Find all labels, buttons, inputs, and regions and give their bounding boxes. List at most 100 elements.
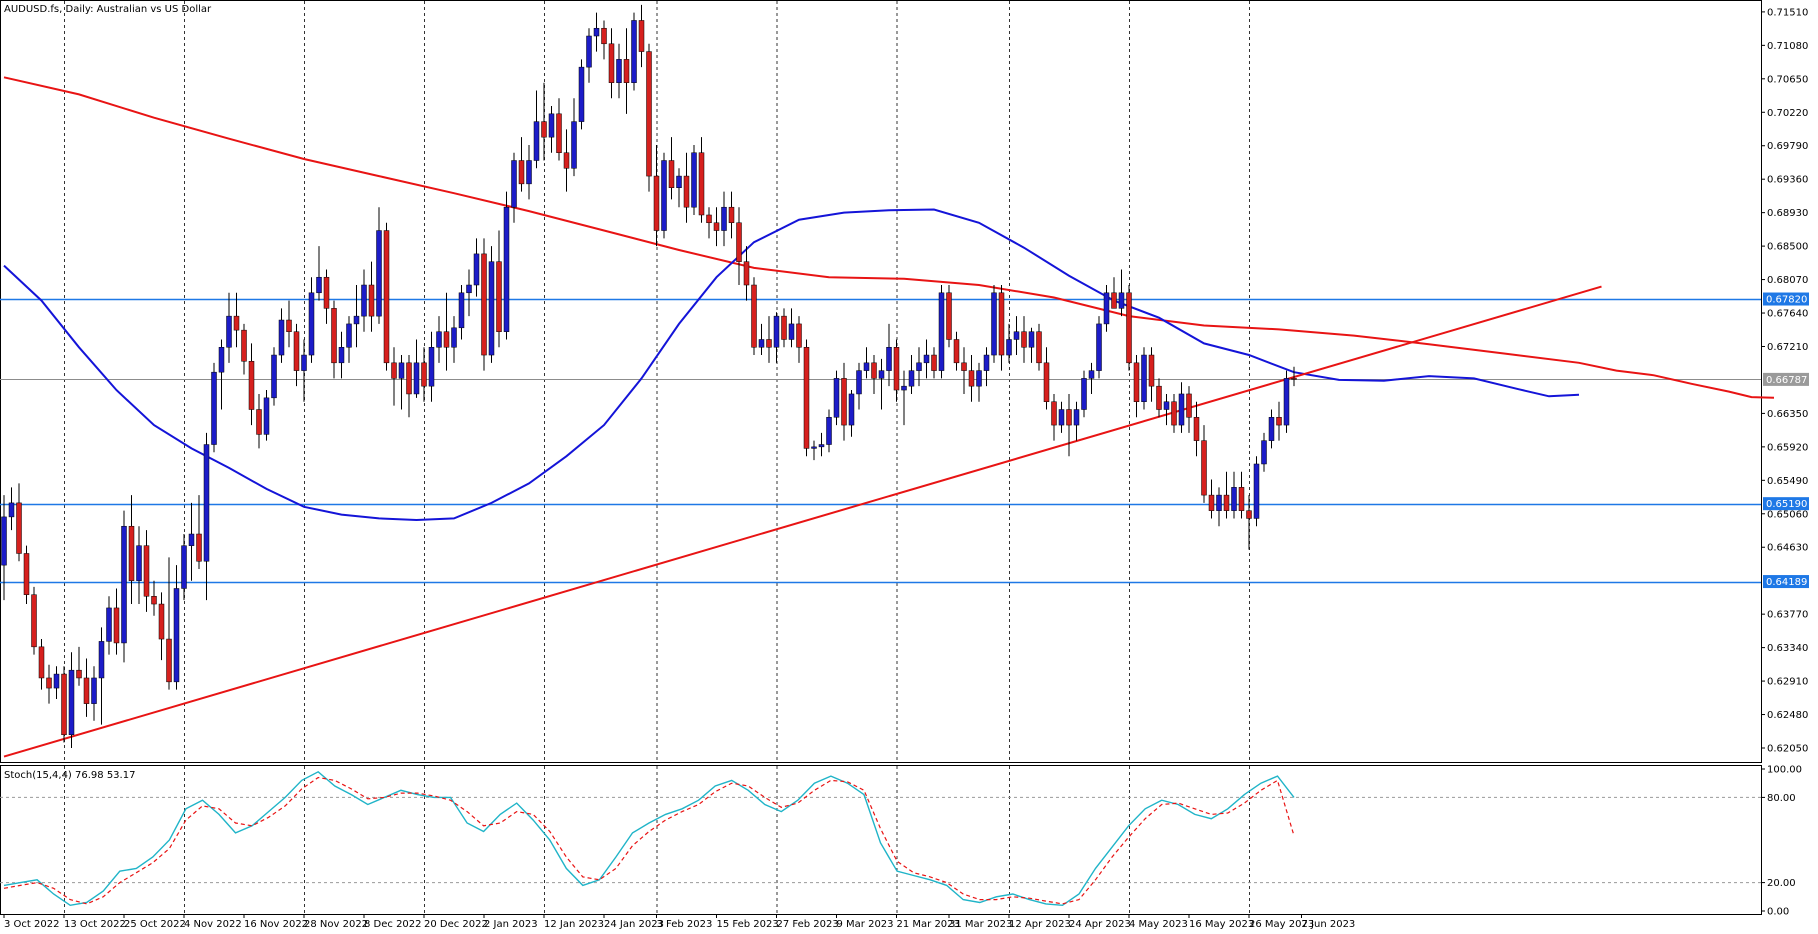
date-tick-label: 4 Nov 2022 <box>184 919 242 930</box>
candle-body <box>428 347 435 387</box>
candle <box>263 390 270 441</box>
candle <box>1058 401 1065 433</box>
candle-body <box>1261 440 1267 465</box>
candle-body <box>1141 354 1147 402</box>
candle <box>1088 362 1095 394</box>
candle <box>728 191 735 239</box>
trendline <box>3 285 1602 758</box>
candle-body <box>233 315 240 331</box>
candle <box>248 343 255 426</box>
candle-body <box>1133 362 1140 402</box>
candle <box>1268 409 1275 449</box>
candle-body <box>151 596 157 605</box>
candle <box>1118 269 1125 317</box>
candle <box>998 285 1005 371</box>
candle <box>196 495 202 570</box>
current-price-label-bg <box>1763 372 1809 386</box>
candle-body <box>1148 354 1155 387</box>
candle-body <box>83 677 90 704</box>
level-label: 0.67820 <box>1766 295 1807 306</box>
candle-body <box>76 669 82 679</box>
candle <box>923 339 930 379</box>
candle <box>533 90 540 169</box>
date-tick-label: 2 Jan 2023 <box>484 919 538 930</box>
candle-body <box>316 276 322 294</box>
candle-body <box>1186 393 1192 418</box>
candle-body <box>938 292 945 371</box>
candle-body <box>353 315 360 325</box>
candle-body <box>331 308 337 364</box>
candle <box>661 152 667 239</box>
candle <box>1178 382 1185 433</box>
price-tick-label: 0.67210 <box>1767 342 1808 353</box>
stoch-plot-frame <box>0 765 1762 915</box>
candle <box>773 312 780 363</box>
candle-body <box>563 152 570 169</box>
candle-body <box>263 397 270 435</box>
candle <box>526 144 532 200</box>
candle-body <box>1103 292 1110 325</box>
candle <box>376 207 382 324</box>
candle <box>98 627 105 725</box>
candle-body <box>1051 401 1057 426</box>
candle-body <box>256 409 262 435</box>
candle <box>91 666 97 721</box>
candle-body <box>128 525 135 581</box>
moving-averages <box>3 76 1775 522</box>
candle-body <box>406 362 412 395</box>
candle-body <box>1028 331 1035 348</box>
candle-body <box>323 276 330 309</box>
candle <box>256 393 262 449</box>
candle <box>76 646 82 686</box>
candle <box>616 43 622 99</box>
candle <box>38 639 45 690</box>
candle-body <box>646 51 652 177</box>
candle-body <box>1111 292 1117 309</box>
candle <box>1066 393 1072 457</box>
candle <box>406 355 412 418</box>
main-plot-frame <box>0 0 1762 763</box>
candle <box>938 285 945 379</box>
candle <box>1283 370 1290 433</box>
candle-body <box>106 607 112 642</box>
date-tick-label: 20 Dec 2022 <box>424 919 488 930</box>
candle-body <box>676 175 682 188</box>
candle-body <box>1253 463 1260 519</box>
candle <box>46 664 52 704</box>
candle <box>1261 432 1267 472</box>
candle <box>766 316 772 363</box>
candle-body <box>466 284 472 294</box>
candle-body <box>698 152 705 216</box>
date-tick-label: 21 Mar 2023 <box>897 919 960 930</box>
price-tick-label: 0.67640 <box>1767 309 1808 320</box>
candle <box>1036 323 1042 371</box>
price-tick-label: 0.68070 <box>1767 275 1808 286</box>
candle <box>1013 316 1020 356</box>
candle <box>106 596 112 655</box>
level-label: 0.64189 <box>1766 577 1807 588</box>
candle-body <box>668 160 675 188</box>
candle <box>458 285 465 340</box>
candle <box>1103 285 1110 332</box>
date-tick-label: 31 Mar 2023 <box>949 919 1012 930</box>
date-tick-label: 12 Jan 2023 <box>544 919 604 930</box>
candle-body <box>166 638 172 683</box>
level-label: 0.65190 <box>1766 499 1807 510</box>
candle-body <box>1058 409 1065 426</box>
candle <box>113 588 120 655</box>
candle-body <box>923 354 930 364</box>
candle <box>1141 347 1147 410</box>
candle <box>781 308 787 348</box>
candle <box>128 495 135 605</box>
candle <box>991 285 997 363</box>
candle-body <box>211 371 217 445</box>
horizontal-levels <box>0 298 1761 584</box>
candle-body <box>248 361 255 410</box>
candle <box>961 347 967 394</box>
candle-body <box>623 59 630 83</box>
candle <box>1186 386 1192 433</box>
candle-body <box>1178 393 1185 426</box>
candle-body <box>443 331 450 348</box>
candle-body <box>901 385 907 391</box>
chart-title: AUDUSD.fs, Daily: Australian vs US Dolla… <box>4 4 212 15</box>
